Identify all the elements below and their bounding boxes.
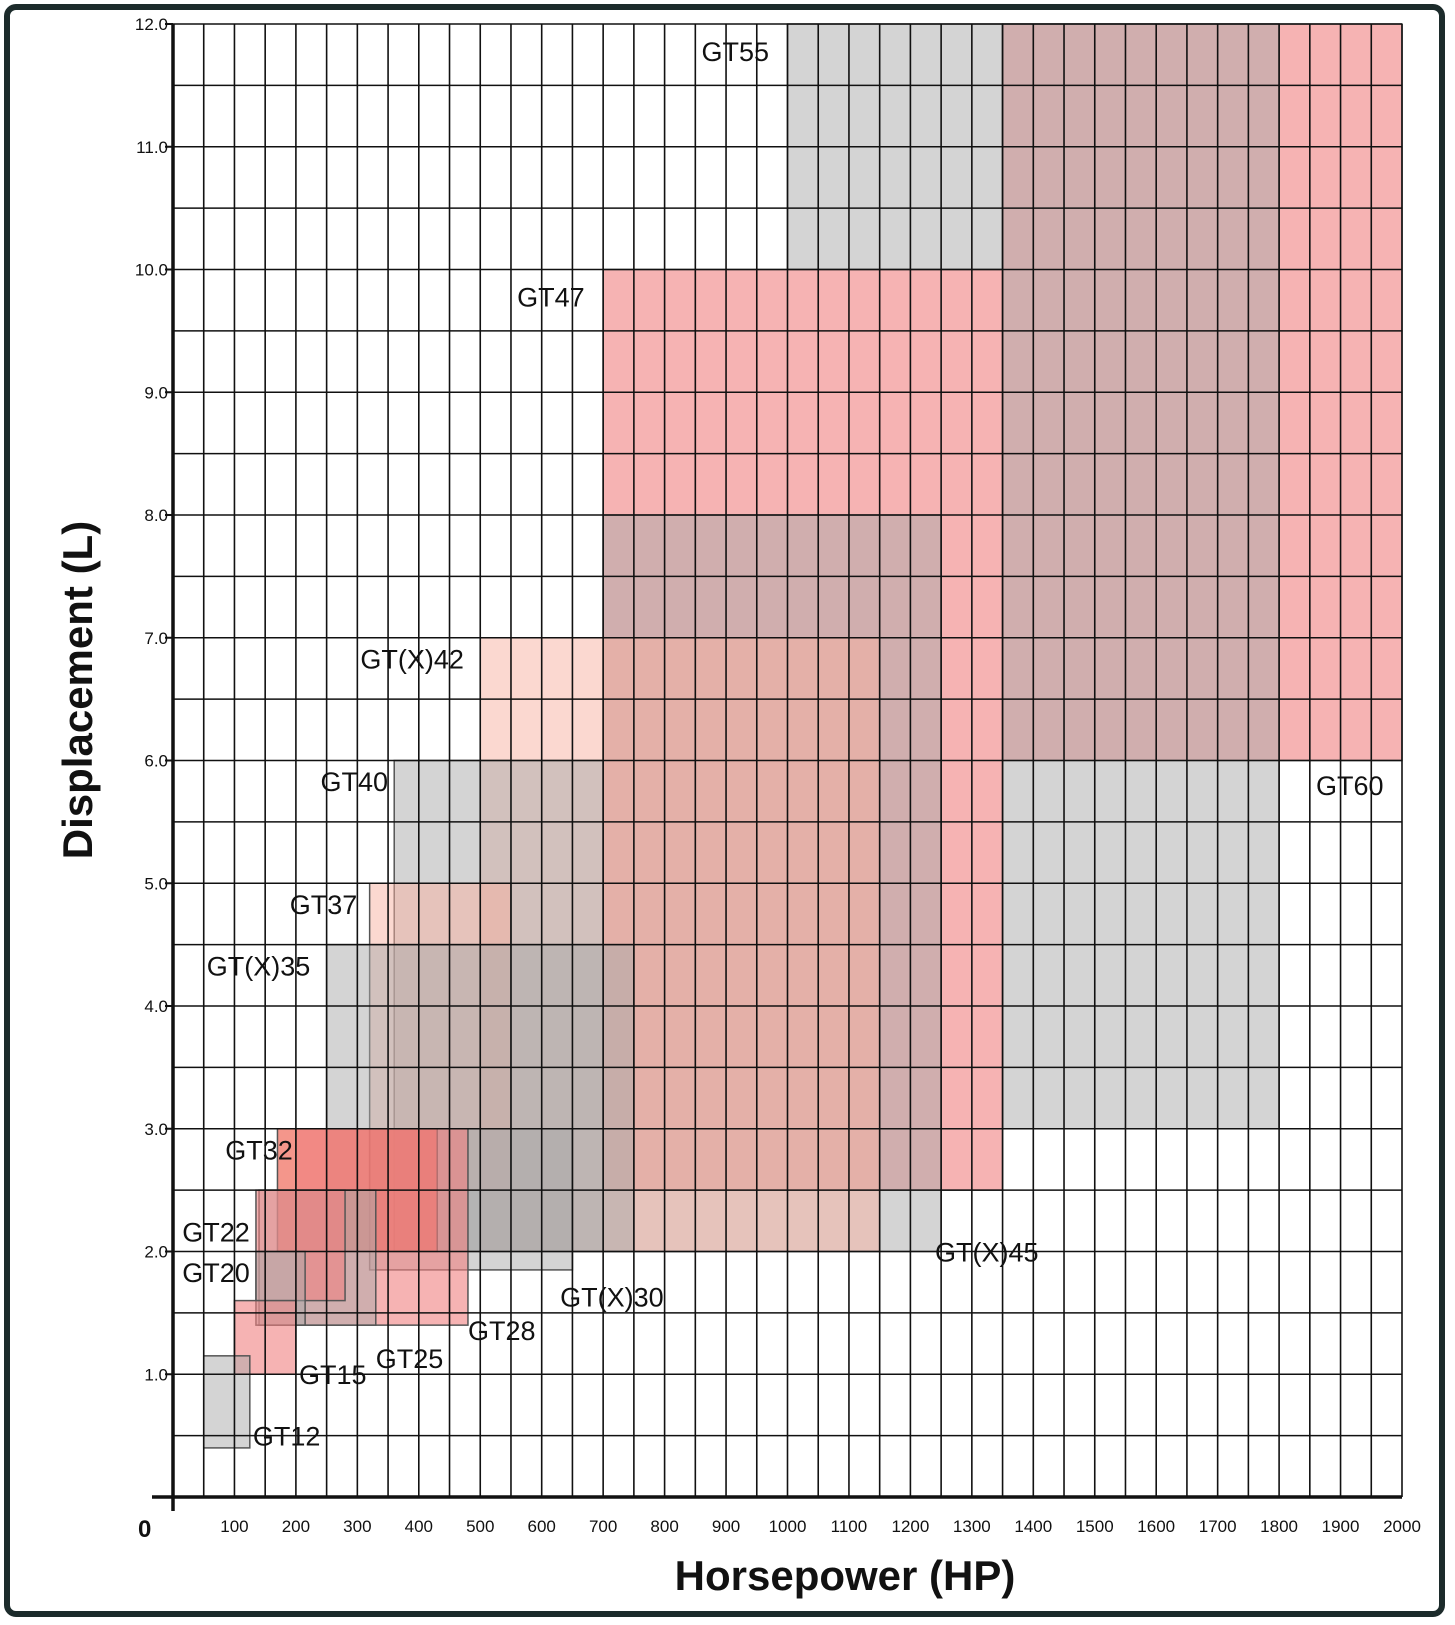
x-tick-label: 2000 — [1383, 1517, 1421, 1536]
y-axis-title: Displacement (L) — [54, 521, 101, 859]
y-tick-label: 5.0 — [144, 874, 168, 893]
range-boxes — [202, 23, 1403, 1449]
range-label-gt-x-45: GT(X)45 — [935, 1237, 1039, 1267]
range-label-gt-x-42: GT(X)42 — [360, 644, 464, 674]
origin-label: 0 — [138, 1516, 151, 1543]
x-tick-label: 200 — [282, 1517, 310, 1536]
x-tick-label: 900 — [712, 1517, 740, 1536]
y-tick-label: 1.0 — [144, 1365, 168, 1384]
range-label-gt37: GT37 — [290, 890, 358, 920]
range-label-gt40: GT40 — [320, 767, 388, 797]
x-tick-label: 600 — [528, 1517, 556, 1536]
x-tick-label: 1500 — [1076, 1517, 1114, 1536]
x-tick-label: 800 — [650, 1517, 678, 1536]
y-tick-label: 2.0 — [144, 1243, 168, 1262]
range-label-gt-x-30: GT(X)30 — [560, 1283, 664, 1313]
axes — [152, 23, 1402, 1511]
tick-labels: 100 200 300 400 500 600 700 800 900 1000 1100 1200 1… — [135, 15, 1421, 1536]
y-tick-label: 10.0 — [135, 261, 168, 280]
y-tick-label: 11.0 — [136, 138, 168, 157]
range-box-gt12-16 — [202, 1355, 251, 1449]
x-tick-label: 400 — [405, 1517, 433, 1536]
x-tick-label: 700 — [589, 1517, 617, 1536]
x-axis-title: Horsepower (HP) — [675, 1552, 1016, 1599]
range-label-gt22: GT22 — [182, 1218, 250, 1248]
x-tick-label: 1900 — [1322, 1517, 1360, 1536]
range-labels: GT55 GT60 GT47 GT(X)45 GT(X)42 GT40 GT37 GT(X)3… — [182, 37, 1383, 1452]
x-tick-label: 1000 — [769, 1517, 807, 1536]
x-tick-label: 100 — [220, 1517, 248, 1536]
x-tick-label: 1300 — [953, 1517, 991, 1536]
y-tick-label: 8.0 — [144, 506, 168, 525]
y-tick-label: 9.0 — [144, 383, 168, 402]
y-tick-label: 3.0 — [144, 1120, 168, 1139]
y-tick-label: 12.0 — [135, 15, 168, 34]
range-label-gt-x-35: GT(X)35 — [207, 951, 311, 981]
y-tick-label: 4.0 — [144, 997, 168, 1016]
range-label-gt55: GT55 — [701, 37, 769, 67]
y-tick-label: 7.0 — [144, 629, 168, 648]
x-tick-label: 1700 — [1199, 1517, 1237, 1536]
range-label-gt60: GT60 — [1316, 771, 1384, 801]
range-label-gt25: GT25 — [376, 1344, 444, 1374]
grid — [173, 23, 1403, 1497]
x-tick-label: 300 — [343, 1517, 371, 1536]
range-label-gt20: GT20 — [182, 1258, 250, 1288]
y-tick-label: 6.0 — [144, 752, 168, 771]
range-label-gt28: GT28 — [468, 1316, 536, 1346]
x-tick-label: 1200 — [891, 1517, 929, 1536]
x-tick-label: 1100 — [831, 1517, 868, 1536]
x-tick-label: 1600 — [1137, 1517, 1175, 1536]
range-label-gt15: GT15 — [299, 1360, 367, 1390]
range-label-gt47: GT47 — [517, 282, 585, 312]
range-label-gt12: GT12 — [253, 1421, 321, 1451]
x-tick-label: 1400 — [1014, 1517, 1052, 1536]
range-label-gt32: GT32 — [225, 1135, 293, 1165]
x-tick-label: 500 — [466, 1517, 494, 1536]
x-tick-label: 1800 — [1260, 1517, 1298, 1536]
